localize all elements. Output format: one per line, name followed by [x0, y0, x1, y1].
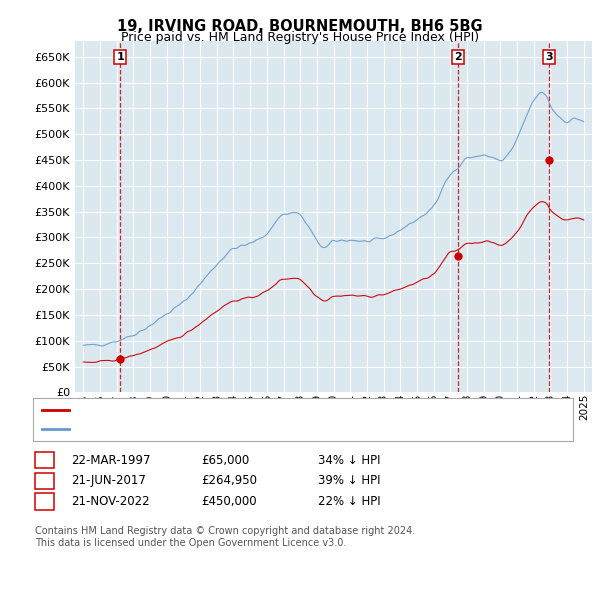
Text: Price paid vs. HM Land Registry's House Price Index (HPI): Price paid vs. HM Land Registry's House … — [121, 31, 479, 44]
Text: 19, IRVING ROAD, BOURNEMOUTH, BH6 5BG: 19, IRVING ROAD, BOURNEMOUTH, BH6 5BG — [117, 19, 483, 34]
Text: 21-NOV-2022: 21-NOV-2022 — [71, 495, 149, 508]
Text: HPI: Average price, detached house, Bournemouth Christchurch and Poole: HPI: Average price, detached house, Bour… — [74, 424, 488, 434]
Text: 1: 1 — [40, 454, 49, 467]
Text: 1: 1 — [116, 52, 124, 62]
Text: Contains HM Land Registry data © Crown copyright and database right 2024.
This d: Contains HM Land Registry data © Crown c… — [35, 526, 415, 548]
Text: £65,000: £65,000 — [201, 454, 249, 467]
Text: 39% ↓ HPI: 39% ↓ HPI — [318, 474, 380, 487]
Text: 2: 2 — [454, 52, 462, 62]
Text: 22-MAR-1997: 22-MAR-1997 — [71, 454, 151, 467]
Text: 3: 3 — [40, 495, 49, 508]
Text: 21-JUN-2017: 21-JUN-2017 — [71, 474, 146, 487]
Text: 3: 3 — [545, 52, 553, 62]
Text: 34% ↓ HPI: 34% ↓ HPI — [318, 454, 380, 467]
Text: 22% ↓ HPI: 22% ↓ HPI — [318, 495, 380, 508]
Text: £264,950: £264,950 — [201, 474, 257, 487]
Text: 2: 2 — [40, 474, 49, 487]
Text: £450,000: £450,000 — [201, 495, 257, 508]
Text: 19, IRVING ROAD, BOURNEMOUTH, BH6 5BG (detached house): 19, IRVING ROAD, BOURNEMOUTH, BH6 5BG (d… — [74, 405, 424, 415]
